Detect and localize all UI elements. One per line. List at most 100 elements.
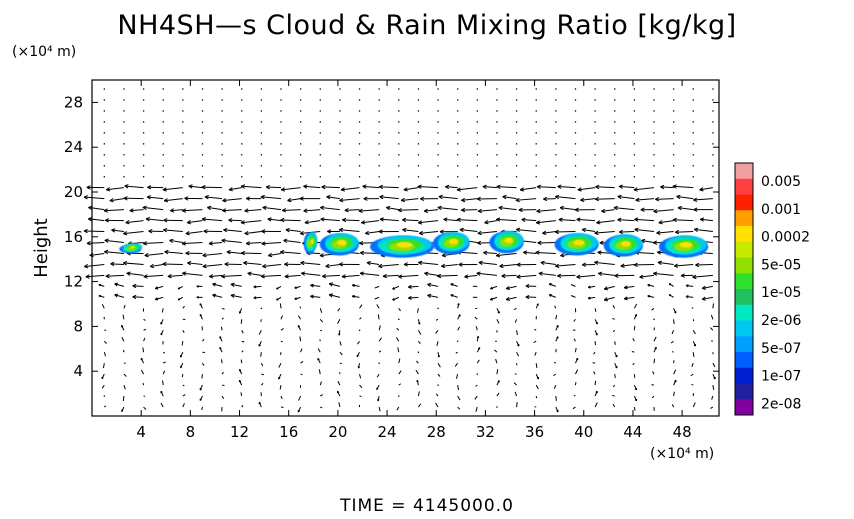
wind-arrowhead xyxy=(261,241,266,246)
wind-arrow xyxy=(475,406,478,412)
wind-arrow xyxy=(339,341,342,346)
wind-dot xyxy=(476,165,478,167)
wind-arrowhead xyxy=(188,184,193,189)
wind-arrowhead xyxy=(86,241,91,246)
wind-dot xyxy=(614,154,616,156)
wind-dot xyxy=(417,154,420,156)
wind-arrow xyxy=(418,262,439,265)
wind-arrowhead xyxy=(160,390,163,394)
wind-arrowhead xyxy=(557,273,562,278)
wind-arrow xyxy=(401,198,419,201)
wind-dot xyxy=(633,88,636,90)
wind-arrowhead xyxy=(633,187,638,192)
colorbar-label: 0.0002 xyxy=(761,230,810,246)
wind-dot xyxy=(614,143,616,145)
wind-arrowhead xyxy=(300,271,306,276)
wind-dot xyxy=(535,165,537,167)
wind-arrowhead xyxy=(230,282,235,287)
wind-arrow xyxy=(572,406,576,410)
cloud-patch xyxy=(620,240,631,247)
wind-dot xyxy=(162,176,164,178)
wind-dot xyxy=(378,110,380,112)
wind-dot xyxy=(476,132,478,134)
wind-arrowhead xyxy=(336,390,340,394)
wind-dot xyxy=(535,143,537,145)
wind-arrowhead xyxy=(427,293,432,298)
y-tick-label: 16 xyxy=(64,228,83,246)
wind-dot xyxy=(594,99,596,101)
wind-dot xyxy=(555,165,557,167)
wind-arrow xyxy=(167,274,183,277)
wind-arrow xyxy=(671,330,675,335)
wind-arrow xyxy=(653,327,656,331)
wind-arrow xyxy=(202,252,223,257)
wind-arrowhead xyxy=(556,410,559,413)
wind-arrow xyxy=(241,404,244,408)
colorbar-swatch xyxy=(735,367,753,384)
wind-arrowhead xyxy=(574,207,579,213)
wind-arrowhead xyxy=(437,273,442,279)
wind-arrowhead xyxy=(418,260,423,266)
wind-arrow xyxy=(240,220,262,224)
colorbar-swatch xyxy=(735,289,753,306)
wind-arrow xyxy=(558,219,576,222)
wind-arrow xyxy=(690,373,694,377)
wind-arrow xyxy=(435,329,439,334)
wind-dot xyxy=(515,110,518,112)
wind-dot xyxy=(378,121,380,123)
wind-arrow xyxy=(450,283,458,287)
wind-arrow xyxy=(359,374,362,379)
wind-arrowhead xyxy=(160,333,163,336)
wind-arrowhead xyxy=(556,336,559,339)
wind-dot xyxy=(457,110,459,112)
wind-arrow xyxy=(593,371,596,375)
wind-arrow xyxy=(201,406,203,411)
wind-dot xyxy=(555,176,557,178)
wind-arrow xyxy=(278,362,282,368)
wind-arrow xyxy=(341,274,360,278)
wind-arrowhead xyxy=(672,184,677,189)
wind-arrowhead xyxy=(483,250,488,255)
wind-dot xyxy=(574,132,577,134)
wind-dot xyxy=(241,165,243,167)
colorbar-label: 0.001 xyxy=(761,202,801,218)
chart-title: NH4SH—s Cloud & Rain Mixing Ratio [kg/kg… xyxy=(117,10,737,41)
wind-dot xyxy=(319,121,321,123)
wind-arrow xyxy=(396,406,400,411)
wind-arrowhead xyxy=(140,357,144,361)
wind-arrow xyxy=(554,305,557,309)
wind-dot xyxy=(633,143,636,145)
wind-dot xyxy=(614,132,616,134)
wind-arrow xyxy=(418,220,439,224)
wind-arrowhead xyxy=(655,197,660,202)
wind-dot xyxy=(300,99,302,101)
wind-dot xyxy=(653,88,655,90)
wind-arrow xyxy=(357,340,360,345)
wind-dot xyxy=(142,154,145,156)
wind-arrowhead xyxy=(536,208,541,214)
wind-dot xyxy=(653,318,655,320)
wind-arrowhead xyxy=(238,379,242,383)
wind-dot xyxy=(182,99,184,101)
y-axis-unit: (×10⁴ m) xyxy=(12,44,77,60)
wind-dot xyxy=(594,110,596,112)
wind-dot xyxy=(221,88,223,90)
wind-arrow xyxy=(553,384,557,389)
wind-arrow xyxy=(260,352,262,357)
wind-arrowhead xyxy=(392,286,395,290)
wind-dot xyxy=(319,143,321,145)
wind-arrow xyxy=(457,406,461,410)
wind-arrow xyxy=(710,314,714,320)
wind-dot xyxy=(476,143,478,145)
wind-arrow xyxy=(378,263,399,267)
wind-dot xyxy=(712,176,714,178)
wind-arrowhead xyxy=(647,283,650,287)
wind-arrow xyxy=(241,185,262,189)
wind-arrow xyxy=(417,340,421,345)
wind-dot xyxy=(672,99,675,101)
wind-arrowhead xyxy=(86,185,91,190)
wind-arrow xyxy=(125,220,144,224)
wind-arrowhead xyxy=(417,220,423,225)
wind-arrow xyxy=(212,283,223,287)
wind-arrow xyxy=(281,187,301,191)
